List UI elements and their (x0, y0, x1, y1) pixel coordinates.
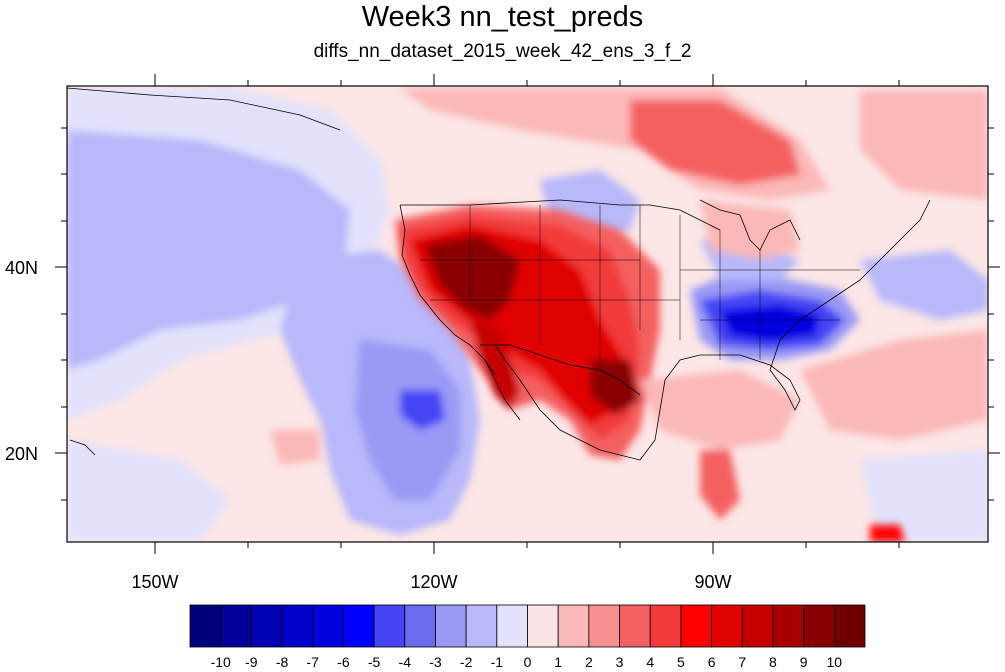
colorbar-label: 4 (646, 654, 654, 670)
colorbar-swatch (465, 604, 498, 648)
colorbar-label: -2 (460, 654, 473, 670)
positive-anomaly-regions (270, 88, 988, 542)
colorbar-swatch (557, 604, 590, 648)
colorbar-swatch (680, 604, 712, 648)
hawaii (69, 439, 96, 456)
y-tick-label-20n: 20N (5, 444, 38, 464)
y-tick-label-40n: 40N (5, 258, 38, 278)
colorbar-swatch (435, 604, 467, 648)
colorbar-swatch (250, 604, 283, 648)
colorbar-label: -4 (399, 654, 412, 670)
colorbar-swatch (711, 604, 743, 648)
colorbar-label: -7 (307, 654, 320, 670)
colorbar-swatch (772, 604, 805, 648)
colorbar-label: 7 (738, 654, 746, 670)
colorbar-swatch (189, 604, 222, 648)
colorbar-label: -9 (245, 654, 258, 670)
colorbar-label: 1 (554, 654, 562, 670)
us-mexico-border (480, 344, 641, 396)
x-tick-label-120w: 120W (410, 572, 457, 592)
us-west-coast (399, 204, 496, 376)
colorbar-label: 2 (585, 654, 593, 670)
colorbar-swatch (527, 604, 559, 648)
colorbar-label: 5 (677, 654, 685, 670)
colorbar-label: -1 (491, 654, 504, 670)
colorbar-label: 9 (800, 654, 808, 670)
colorbar-swatch (220, 604, 252, 648)
colorbar-swatch (619, 604, 651, 648)
state-borders (420, 205, 860, 370)
colorbar-swatch (588, 604, 620, 648)
coastlines (67, 87, 931, 461)
x-tick-label-150w: 150W (131, 572, 178, 592)
colorbar-swatch (312, 604, 344, 648)
anomaly-field (67, 86, 988, 542)
colorbar-label: -3 (429, 654, 442, 670)
great-lakes (699, 199, 801, 251)
colorbar-swatch (649, 604, 682, 648)
colorbar-swatch (373, 604, 406, 648)
colorbar-swatch (803, 604, 835, 648)
colorbar-label: 6 (708, 654, 716, 670)
colorbar-swatch (496, 604, 528, 648)
tick-marks (55, 74, 1000, 554)
colorbar-label: 3 (616, 654, 624, 670)
colorbar-label: -10 (211, 654, 231, 670)
colorbar-swatch (404, 604, 436, 648)
colorbar-swatch (741, 604, 774, 648)
colorbar-label: -6 (337, 654, 350, 670)
alaska-coast (67, 87, 341, 131)
mexico-coast (494, 344, 641, 461)
gulf-east-coast (639, 199, 931, 461)
colorbar: -10 -9 -8 -7 -6 -5 -4 -3 -2 -1 0 1 2 3 4 5 6 7 8 9 10 (189, 604, 866, 670)
x-tick-label-90w: 90W (694, 572, 731, 592)
colorbar-label: 0 (524, 654, 532, 670)
colorbar-swatch (833, 604, 866, 648)
colorbar-swatch (343, 604, 375, 648)
map-subtitle: diffs_nn_dataset_2015_week_42_ens_3_f_2 (313, 41, 692, 62)
colorbar-label: -8 (276, 654, 289, 670)
colorbar-label: -5 (368, 654, 381, 670)
colorbar-swatch (281, 604, 314, 648)
colorbar-label: 8 (769, 654, 777, 670)
baja-coast (484, 359, 521, 421)
map-title: Week3 nn_test_preds (361, 1, 644, 33)
colorbar-label: 10 (827, 654, 843, 670)
